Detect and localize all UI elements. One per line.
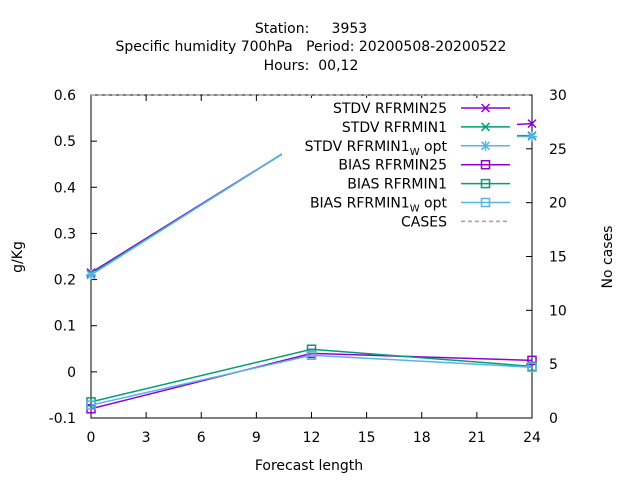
data-point: [527, 131, 537, 142]
legend-label: BIAS RFRMIN1: [347, 177, 447, 193]
legend-marker: [480, 122, 491, 132]
x-axis-label: Forecast length: [255, 458, 363, 474]
y-tick-label: 0.4: [54, 180, 76, 196]
y2-tick-label: 30: [549, 88, 567, 104]
legend-label: STDV RFRMIN1: [342, 120, 447, 136]
legend-label: CASES: [401, 214, 447, 230]
legend-label-subscript: W: [410, 204, 420, 215]
data-point: [527, 119, 537, 129]
y-tick-label: 0.6: [54, 88, 76, 104]
data-point-box: [306, 344, 317, 354]
chart-title: Station: 3953 Specific humidity 700hPa P…: [116, 21, 507, 74]
data-point: [306, 350, 317, 360]
legend-marker: [480, 178, 491, 189]
y-tick-label: 0: [67, 365, 76, 381]
series-line: [90, 348, 533, 403]
x-tick-label: 6: [197, 430, 206, 446]
legend-label: STDV RFRMIN25: [333, 101, 447, 117]
legend-label-name: STDV RFRMIN1: [305, 139, 410, 155]
y-tick-label: 0.1: [54, 319, 76, 335]
data-point: [86, 269, 96, 280]
y2-tick-label: 15: [549, 250, 567, 266]
y2-tick-label: 5: [549, 357, 558, 373]
data-point: [306, 344, 317, 354]
y-tick-label: 0.2: [54, 273, 76, 289]
legend-label-name: STDV RFRMIN25: [333, 101, 447, 117]
data-point: [86, 400, 96, 410]
x-tick-label: 9: [252, 430, 261, 446]
legend-label-name: BIAS RFRMIN1: [347, 177, 447, 193]
x-tick-label: 24: [523, 430, 541, 446]
legend-label-suffix: opt: [420, 139, 448, 155]
series-5: [86, 350, 537, 410]
y-tick-label: 0.3: [54, 226, 76, 242]
title-line-2: Specific humidity 700hPa Period: 2020050…: [116, 39, 507, 55]
legend-label: STDV RFRMIN1W opt: [305, 139, 448, 158]
series-4: [86, 344, 537, 407]
legend-background: [282, 98, 517, 235]
legend-label-name: CASES: [401, 214, 447, 230]
title-line-1: Station: 3953: [255, 21, 367, 37]
x-tick-label: 18: [413, 430, 431, 446]
legend-marker: [480, 140, 491, 151]
legend-label-name: BIAS RFRMIN25: [338, 158, 447, 174]
legend-label-suffix: opt: [420, 196, 448, 212]
series-line: [90, 354, 533, 406]
y2-tick-label: 25: [549, 142, 567, 158]
data-point-box: [86, 400, 96, 410]
data-point-box: [527, 355, 537, 366]
legend-label-name: STDV RFRMIN1: [342, 120, 447, 136]
legend-label-subscript: W: [410, 147, 420, 158]
y2-axis-label: No cases: [600, 226, 616, 289]
y-tick-label: 0.5: [54, 134, 76, 150]
legend-marker: [480, 103, 491, 113]
data-point-box: [527, 362, 537, 372]
axes: 0 3 6 9 12 15 18 21 24 -0.1 0 0.1 0.2 0.3 0.4 0.5 0.6 0 5 1…: [49, 88, 567, 446]
x-tick-label: 0: [87, 430, 96, 446]
legend-marker-box: [480, 197, 491, 208]
y2-tick-label: 10: [549, 303, 567, 319]
x-tick-label: 15: [358, 430, 376, 446]
x-tick-label: 21: [468, 430, 486, 446]
legend-marker-box: [480, 178, 491, 189]
legend-label: BIAS RFRMIN1W opt: [310, 196, 448, 215]
legend-marker: [480, 159, 491, 170]
legend-label: BIAS RFRMIN25: [338, 158, 447, 174]
y2-tick-label: 20: [549, 196, 567, 212]
data-point: [527, 362, 537, 372]
title-line-3: Hours: 00,12: [264, 58, 359, 74]
legend-marker-stroke: [480, 103, 491, 113]
data-point: [527, 355, 537, 366]
data-point-stroke: [527, 119, 537, 129]
legend-label-name: BIAS RFRMIN1: [310, 196, 410, 212]
legend-marker-stroke: [480, 122, 491, 132]
legend-marker: [480, 197, 491, 208]
y-tick-label: -0.1: [49, 411, 76, 427]
data-point-box: [306, 350, 317, 360]
x-tick-label: 12: [303, 430, 321, 446]
y-axis-label: g/Kg: [10, 241, 26, 273]
x-tick-label: 3: [142, 430, 151, 446]
legend-marker-box: [480, 159, 491, 170]
y2-tick-label: 0: [549, 411, 558, 427]
